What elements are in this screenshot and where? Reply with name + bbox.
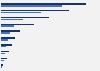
Bar xyxy=(0,19,22,20)
Bar xyxy=(0,5,62,7)
Bar xyxy=(0,53,5,54)
Bar xyxy=(0,60,4,61)
Bar xyxy=(0,17,49,18)
Bar xyxy=(0,46,6,47)
Bar xyxy=(0,24,34,25)
Bar xyxy=(0,51,9,52)
Bar xyxy=(0,39,8,41)
Bar xyxy=(0,32,10,34)
Bar xyxy=(0,10,69,11)
Bar xyxy=(0,66,2,68)
Bar xyxy=(0,3,86,5)
Bar xyxy=(0,37,15,39)
Bar xyxy=(0,30,20,32)
Bar xyxy=(0,58,7,59)
Bar xyxy=(0,44,12,46)
Bar xyxy=(0,25,14,27)
Bar xyxy=(0,12,41,13)
Bar xyxy=(0,64,3,66)
